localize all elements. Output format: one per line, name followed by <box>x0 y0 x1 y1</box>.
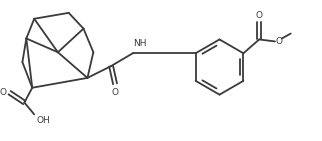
Text: O: O <box>276 37 283 46</box>
Text: O: O <box>256 11 263 20</box>
Text: NH: NH <box>133 39 146 48</box>
Text: OH: OH <box>36 116 50 125</box>
Text: O: O <box>111 88 118 97</box>
Text: O: O <box>0 88 7 97</box>
